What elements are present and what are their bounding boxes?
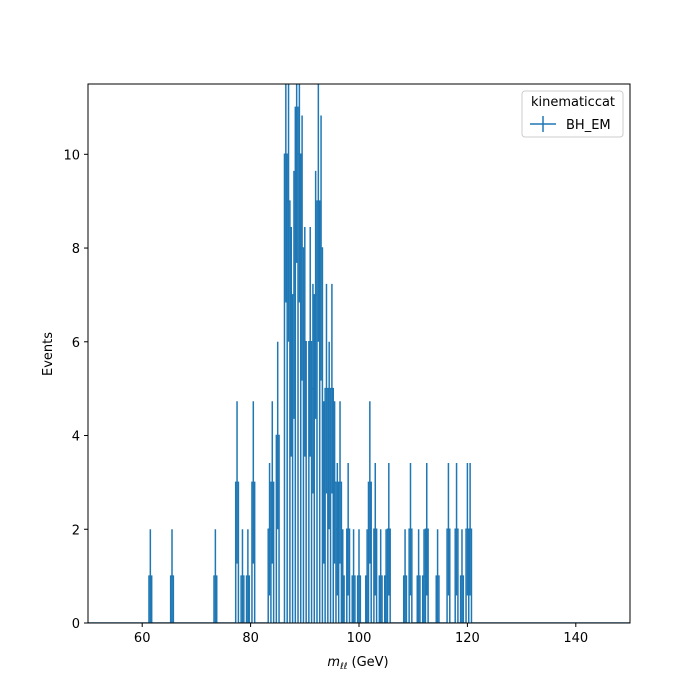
y-tick-label: 4 [72, 430, 80, 445]
x-axis-label: mℓℓ (GeV) [327, 655, 388, 672]
x-tick-label: 140 [563, 631, 588, 646]
y-tick-label: 0 [72, 617, 80, 632]
y-tick-label: 8 [72, 242, 80, 257]
legend-entry-label: BH_EM [566, 118, 611, 133]
x-tick-label: 100 [347, 631, 372, 646]
x-tick-label: 120 [455, 631, 480, 646]
x-tick-label: 80 [242, 631, 259, 646]
x-tick-label: 60 [134, 631, 151, 646]
y-tick-label: 6 [72, 336, 80, 351]
y-axis-label: Events [41, 332, 56, 376]
x-axis-label-unit: (GeV) [352, 655, 389, 670]
y-tick-label: 10 [63, 148, 80, 163]
legend-frame [521, 90, 624, 138]
x-axis-label-subscript: ℓℓ [339, 662, 347, 672]
y-tick-label: 2 [72, 523, 80, 538]
plot-area [88, 84, 630, 623]
legend-title: kinematiccat [531, 95, 615, 110]
axes: 60 80 100 120 140 0 2 4 6 8 10 [63, 83, 631, 646]
x-axis-label-main: m [327, 655, 340, 670]
legend: kinematiccat BH_EM [521, 90, 624, 138]
series-group [88, 84, 630, 623]
